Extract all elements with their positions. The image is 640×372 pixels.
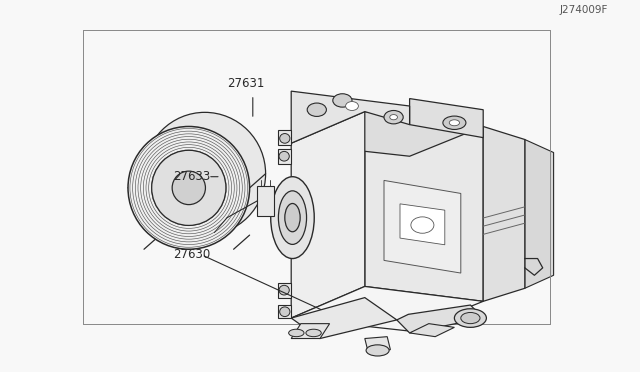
Polygon shape bbox=[278, 283, 291, 298]
Polygon shape bbox=[291, 112, 483, 156]
Polygon shape bbox=[278, 130, 291, 145]
Polygon shape bbox=[410, 99, 483, 138]
Polygon shape bbox=[397, 305, 483, 333]
Polygon shape bbox=[384, 180, 461, 273]
Ellipse shape bbox=[411, 217, 434, 233]
Ellipse shape bbox=[279, 285, 289, 295]
Ellipse shape bbox=[152, 150, 226, 225]
Ellipse shape bbox=[333, 94, 352, 107]
Polygon shape bbox=[257, 186, 274, 216]
Text: J274009F: J274009F bbox=[559, 5, 608, 15]
Polygon shape bbox=[278, 305, 291, 318]
Text: 27633: 27633 bbox=[173, 170, 210, 183]
Ellipse shape bbox=[128, 126, 250, 249]
Polygon shape bbox=[525, 140, 554, 288]
Text: 27631: 27631 bbox=[227, 77, 264, 90]
Ellipse shape bbox=[307, 103, 326, 116]
Ellipse shape bbox=[461, 312, 480, 324]
Text: 27630: 27630 bbox=[173, 248, 210, 261]
Ellipse shape bbox=[280, 134, 290, 143]
Ellipse shape bbox=[366, 345, 389, 356]
Ellipse shape bbox=[285, 203, 300, 232]
Ellipse shape bbox=[346, 102, 358, 110]
Ellipse shape bbox=[144, 112, 266, 235]
Ellipse shape bbox=[271, 177, 314, 259]
Polygon shape bbox=[291, 286, 483, 331]
Polygon shape bbox=[291, 298, 397, 339]
Ellipse shape bbox=[172, 171, 205, 205]
Polygon shape bbox=[278, 149, 291, 164]
Ellipse shape bbox=[280, 307, 290, 317]
Ellipse shape bbox=[278, 191, 307, 244]
Polygon shape bbox=[365, 112, 483, 301]
Ellipse shape bbox=[443, 116, 466, 129]
Polygon shape bbox=[291, 91, 410, 143]
Polygon shape bbox=[410, 324, 454, 337]
Polygon shape bbox=[400, 204, 445, 245]
Ellipse shape bbox=[279, 151, 289, 161]
Polygon shape bbox=[483, 126, 525, 301]
Ellipse shape bbox=[306, 329, 321, 337]
Polygon shape bbox=[291, 112, 365, 318]
Ellipse shape bbox=[289, 329, 304, 337]
Ellipse shape bbox=[390, 115, 397, 120]
Polygon shape bbox=[365, 337, 390, 352]
Polygon shape bbox=[291, 324, 330, 339]
Ellipse shape bbox=[449, 120, 460, 126]
Ellipse shape bbox=[454, 309, 486, 327]
Ellipse shape bbox=[384, 110, 403, 124]
